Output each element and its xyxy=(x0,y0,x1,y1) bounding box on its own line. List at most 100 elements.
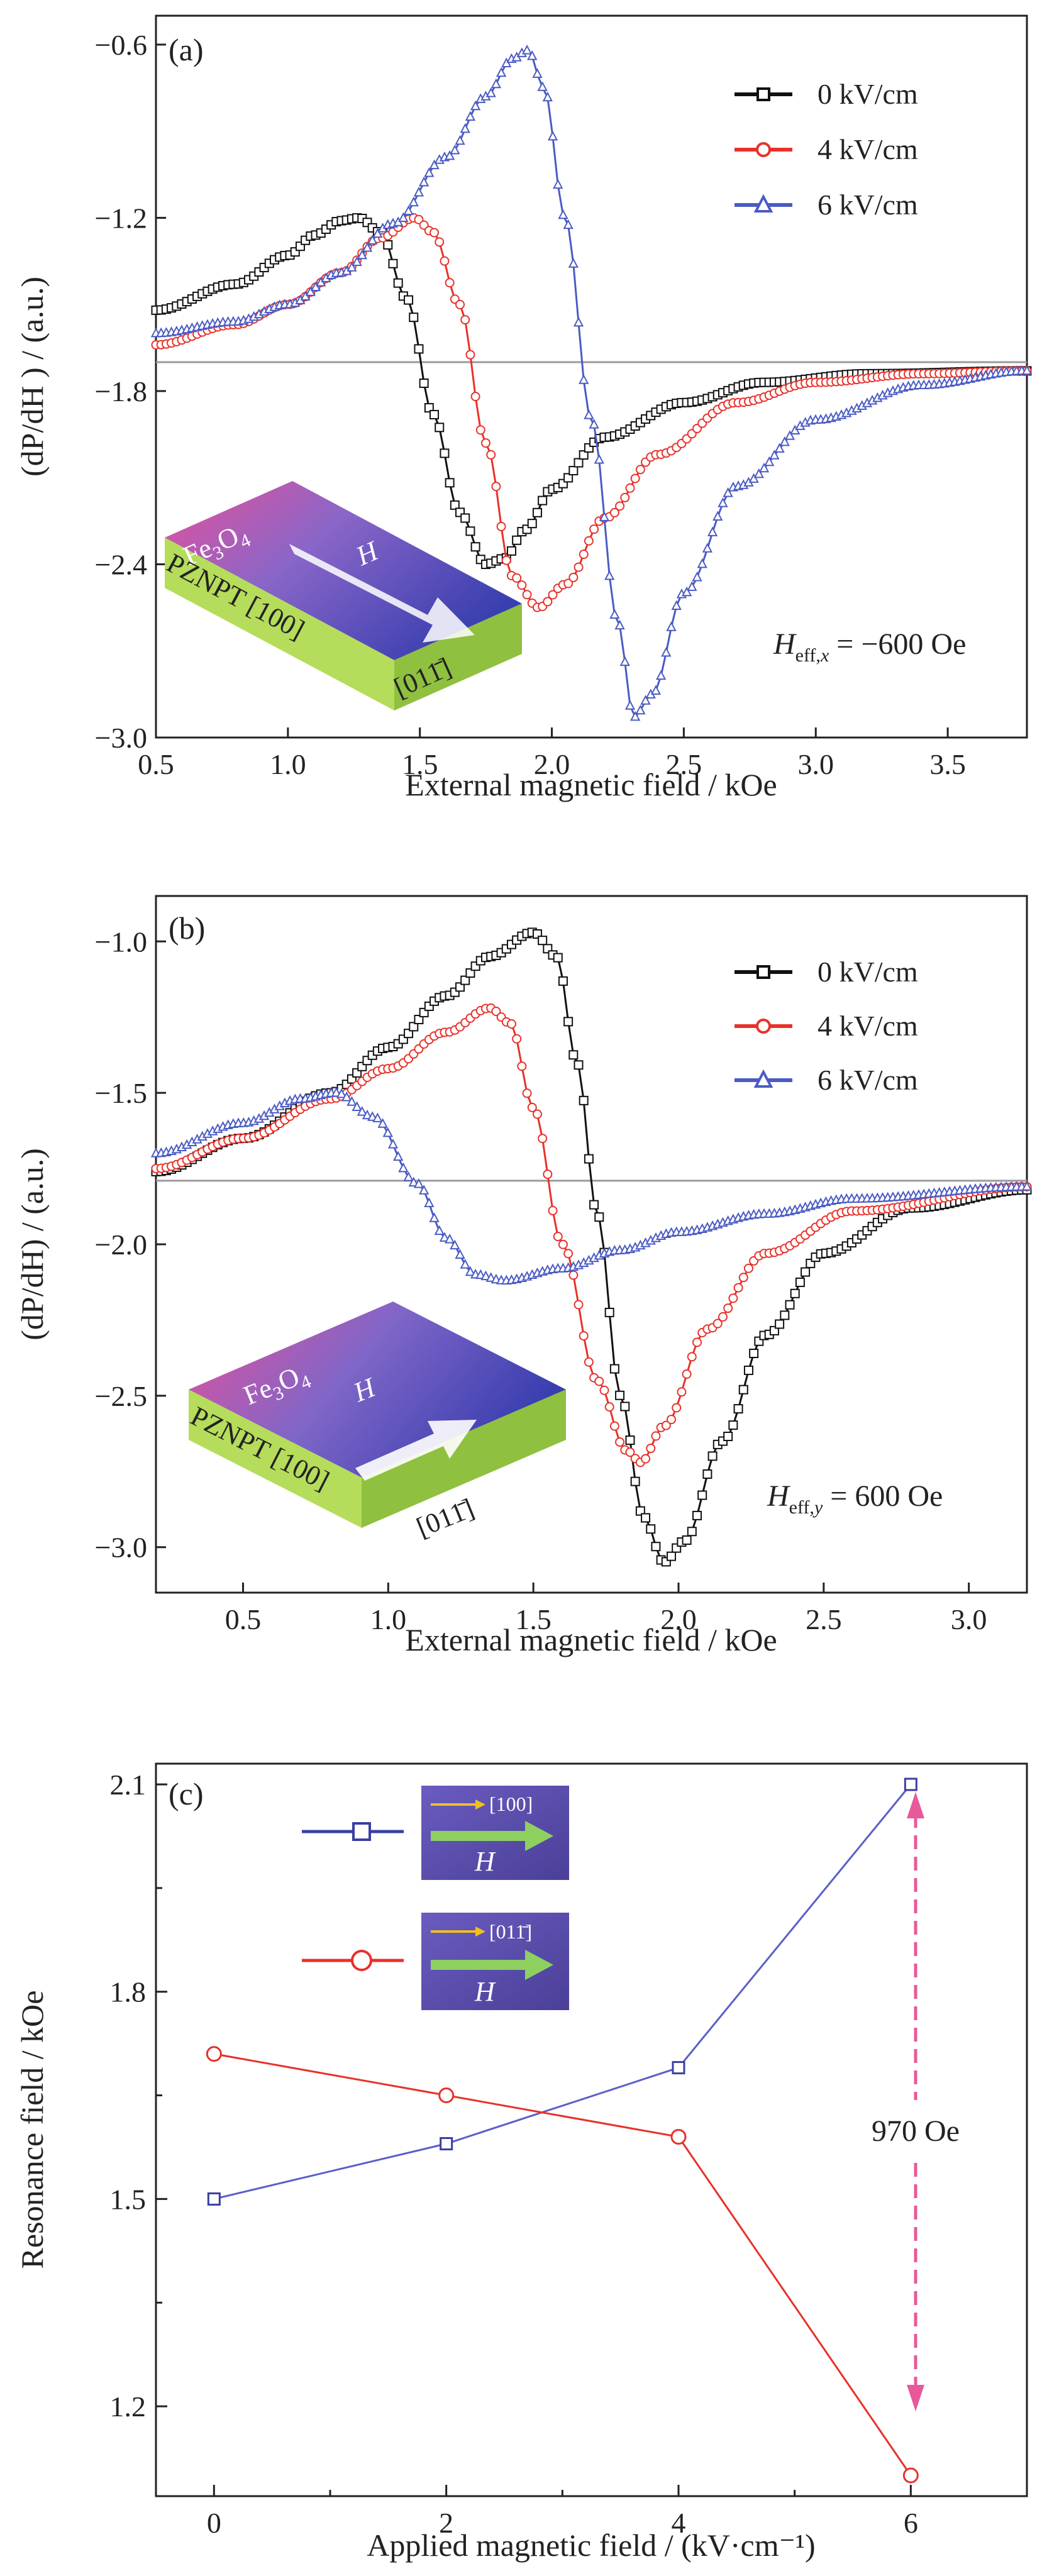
inset-b-front-face xyxy=(189,1390,362,1528)
x-tick-label: 6 xyxy=(904,2507,918,2539)
inset-b-arrow-icon xyxy=(355,1420,477,1481)
data-point xyxy=(538,495,548,506)
data-point xyxy=(666,621,677,631)
data-point xyxy=(779,436,790,446)
inset-b-top-face xyxy=(189,1302,566,1478)
data-point xyxy=(460,1259,470,1269)
panel-c-difference-arrow: 970 Oe xyxy=(872,1792,960,2411)
x-tick-label: 0.5 xyxy=(225,1603,262,1635)
y-tick-label: 1.2 xyxy=(110,2391,147,2423)
legend-b-marker-1 xyxy=(756,1019,771,1034)
data-point xyxy=(430,409,440,419)
x-tick-label: 2 xyxy=(439,2507,453,2539)
data-point xyxy=(532,1109,542,1119)
inset-a-side-face xyxy=(394,604,522,710)
data-point xyxy=(480,438,491,448)
data-point xyxy=(574,1060,584,1070)
data-point xyxy=(753,468,765,478)
data-point xyxy=(485,1272,496,1282)
y-tick-label: −3.0 xyxy=(95,722,147,754)
data-point xyxy=(743,1365,753,1375)
data-point xyxy=(692,1510,702,1520)
data-point xyxy=(584,1357,594,1367)
data-point xyxy=(563,1249,574,1259)
data-point xyxy=(430,228,440,238)
panel-c-series xyxy=(206,1777,919,2484)
data-point xyxy=(506,546,516,556)
data-point xyxy=(372,1112,383,1122)
data-point xyxy=(558,1239,568,1249)
series-1 xyxy=(206,2046,919,2484)
data-point xyxy=(579,374,589,384)
panel-c: 0 2 4 6 1.2 1.5 1.8 2.1 (c) Applied magnetic fi… xyxy=(14,1762,1028,2563)
data-point xyxy=(795,1277,805,1287)
panel-a-inset: Fe3O4 H PZNPT [100] [011̄] xyxy=(162,481,522,710)
x-tick-label: 3.0 xyxy=(797,748,834,780)
data-point xyxy=(512,573,522,583)
data-point xyxy=(667,1415,677,1425)
data-point xyxy=(388,258,398,268)
legend-a-label-0: 0 kV/cm xyxy=(818,78,918,110)
panel-b: 0.5 1.0 1.5 2.0 2.5 3.0 −1.0 −1.5 −2.0 −2.5 −3.0 (… xyxy=(14,895,1033,1657)
panel-b-legend: 0 kV/cm 4 kV/cm 6 kV/cm xyxy=(734,956,918,1096)
data-point xyxy=(465,1266,476,1276)
data-point xyxy=(438,2087,455,2104)
data-point xyxy=(532,68,543,78)
x-tick-label: 1.5 xyxy=(515,1603,551,1635)
x-tick-label: 4 xyxy=(672,2507,686,2539)
data-point xyxy=(620,492,630,502)
data-point xyxy=(1021,1181,1033,1191)
data-point xyxy=(517,1061,527,1071)
data-point xyxy=(609,507,619,517)
panel-c-label: (c) xyxy=(169,1776,204,1811)
panel-c-annotation: 970 Oe xyxy=(872,2114,960,2148)
data-point xyxy=(635,1506,645,1516)
data-point xyxy=(733,1404,743,1414)
data-point xyxy=(604,1402,614,1412)
data-point xyxy=(418,176,430,187)
panel-a-frame xyxy=(155,14,1028,739)
data-point xyxy=(470,542,480,552)
data-point xyxy=(574,458,584,468)
data-point xyxy=(419,379,429,389)
data-point xyxy=(460,975,470,985)
legend-b-label-0: 0 kV/cm xyxy=(818,956,918,988)
data-point xyxy=(682,1535,692,1545)
data-point xyxy=(305,286,316,296)
data-point xyxy=(429,159,440,170)
data-point xyxy=(413,1178,424,1188)
data-point xyxy=(624,700,636,710)
data-point xyxy=(465,526,475,536)
panel-c-legend: [100] H [011̄] H xyxy=(302,1786,569,2010)
data-point xyxy=(579,450,589,460)
data-point xyxy=(383,240,393,250)
legend-a-marker-1 xyxy=(756,142,771,157)
panel-c-ticks: 0 2 4 6 1.2 1.5 1.8 2.1 xyxy=(110,1769,918,2539)
data-point xyxy=(609,609,620,619)
data-point xyxy=(723,1432,733,1442)
data-point xyxy=(336,1088,347,1098)
series-6-kV-cm xyxy=(150,1086,1033,1285)
legend-c-direction-1: [011̄] xyxy=(489,1920,532,1943)
data-point xyxy=(367,235,378,245)
data-point xyxy=(718,497,728,507)
legend-c-field-1: H xyxy=(474,1976,496,2007)
data-point xyxy=(553,1232,563,1242)
data-point xyxy=(470,392,480,402)
chip-1-small-arrowhead-icon xyxy=(475,1926,485,1937)
legend-c-field-0: H xyxy=(474,1846,496,1877)
panel-b-series xyxy=(150,927,1033,1567)
panel-a-label: (a) xyxy=(169,32,204,67)
data-point xyxy=(440,256,450,266)
data-point xyxy=(681,586,692,597)
data-point xyxy=(775,1319,785,1329)
y-tick-label: −0.6 xyxy=(95,29,147,61)
data-point xyxy=(749,1349,759,1359)
data-point xyxy=(548,1205,558,1215)
panel-c-xlabel: Applied magnetic field / (kV·cm⁻¹) xyxy=(367,2528,815,2563)
data-point xyxy=(403,1171,414,1181)
data-point xyxy=(687,1352,697,1362)
legend-c-direction-0: [100] xyxy=(489,1793,533,1815)
panel-a-series xyxy=(150,44,1033,721)
